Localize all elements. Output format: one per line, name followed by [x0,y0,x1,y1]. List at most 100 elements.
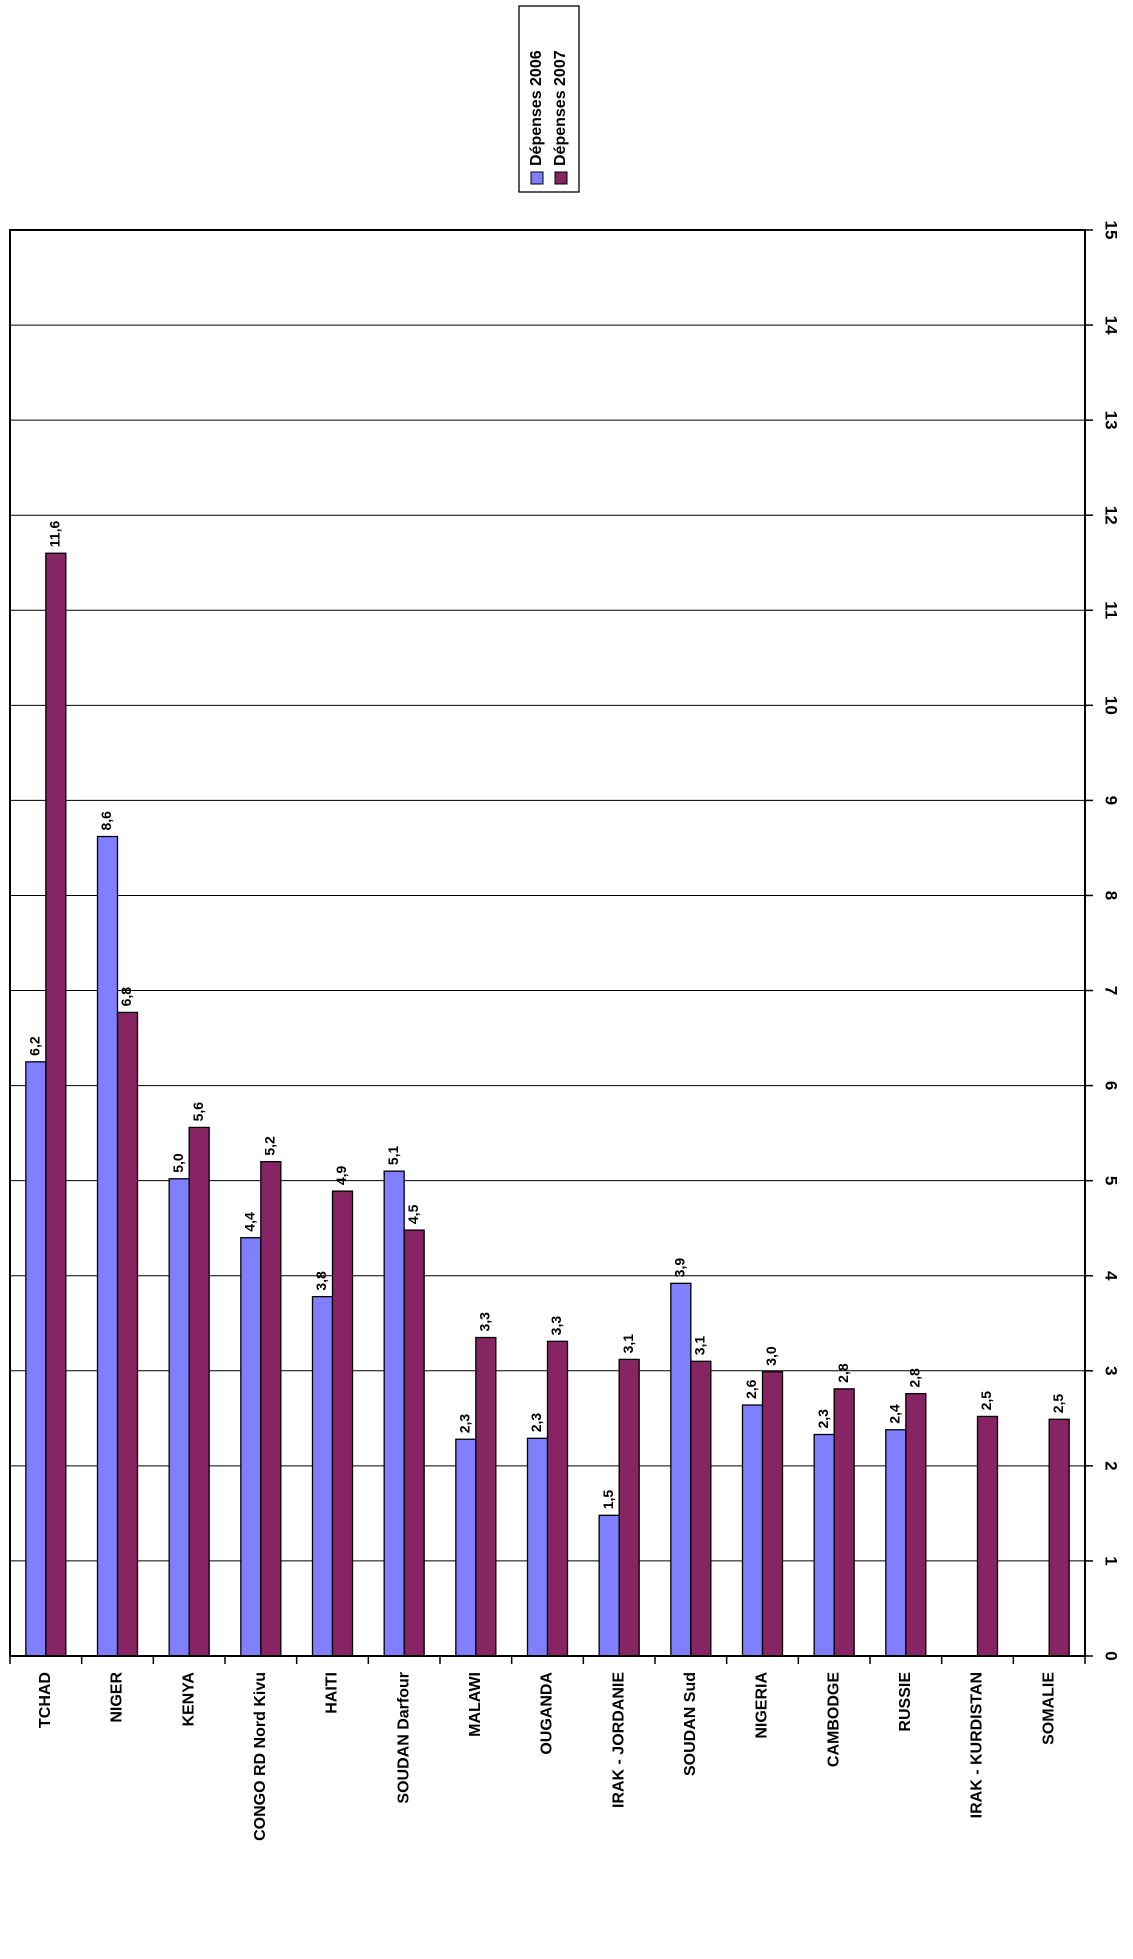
plot-area-border [9,229,1086,1657]
data-label: 2,4 [887,1404,903,1424]
category-label: KENYA [180,1672,197,1727]
legend: Dépenses 2006 Dépenses 2007 [518,5,580,193]
y-tick-label: 14 [1102,316,1121,335]
data-label: 3,1 [692,1336,708,1356]
category-label: SOUDAN Darfour [395,1672,412,1804]
bar-2007 [618,1358,640,1657]
y-tick-label: 6 [1102,1081,1121,1090]
data-label: 3,9 [672,1258,688,1278]
category-label: HAITI [324,1672,341,1714]
category-label: CAMBODGE [825,1672,842,1767]
data-label: 11,6 [47,521,63,548]
bar-2007 [976,1415,999,1657]
y-tick-label: 1 [1102,1556,1121,1565]
bar-2006 [741,1404,764,1657]
category-label: SOUDAN Sud [682,1672,699,1776]
data-label: 5,1 [385,1145,401,1165]
data-label: 2,5 [978,1391,994,1411]
category-label: MALAWI [467,1672,484,1737]
data-label: 5,2 [262,1136,278,1156]
category-label: OUGANDA [539,1672,556,1755]
bar-2007 [1048,1418,1070,1657]
data-label: 2,3 [457,1414,473,1434]
bar-2007 [905,1392,927,1657]
data-label: 3,3 [548,1316,564,1336]
data-label: 2,6 [743,1379,759,1399]
bar-2006 [240,1237,262,1657]
y-tick-label: 10 [1102,696,1121,715]
data-label: 4,5 [405,1204,421,1224]
legend-swatch [554,171,568,185]
category-label: IRAK - KURDISTAN [969,1672,986,1818]
bar-2006 [25,1061,47,1657]
category-label: SOMALIE [1040,1672,1057,1745]
y-tick-label: 8 [1102,891,1121,900]
category-label: TCHAD [37,1672,54,1728]
data-label: 2,3 [815,1409,831,1429]
y-tick-label: 15 [1102,221,1121,240]
y-tick-label: 11 [1102,601,1121,619]
bar-2006 [311,1295,334,1657]
bar-2007 [546,1340,569,1657]
data-label: 5,0 [170,1153,186,1173]
bar-2007 [833,1388,855,1657]
data-label: 1,5 [600,1490,616,1510]
bar-2006 [96,835,119,1657]
bar-2007 [331,1190,354,1657]
bar-2006 [383,1170,405,1657]
category-label: CONGO RD Nord Kivu [252,1672,269,1841]
y-tick-label: 0 [1102,1651,1121,1660]
category-label: NIGERIA [754,1672,771,1739]
y-tick-label: 12 [1102,506,1121,525]
y-tick-label: 5 [1102,1176,1121,1185]
data-label: 3,1 [620,1334,636,1354]
y-tick-label: 4 [1102,1271,1121,1281]
data-label: 4,4 [242,1212,258,1232]
data-label: 3,3 [477,1312,493,1332]
category-label: RUSSIE [897,1672,914,1732]
bar-2006 [455,1438,477,1657]
data-label: 2,3 [528,1413,544,1433]
data-label: 6,8 [118,987,134,1007]
bar-2007 [475,1336,497,1657]
y-tick-label: 9 [1102,796,1121,805]
legend-box: Dépenses 2006 Dépenses 2007 [518,5,580,193]
category-label: NIGER [109,1672,126,1723]
data-label: 2,5 [1050,1394,1066,1414]
legend-swatch [530,171,544,185]
legend-entry: Dépenses 2007 [552,50,569,166]
data-label: 2,8 [907,1368,923,1388]
bar-2006 [168,1178,190,1657]
bar-2007 [403,1229,425,1657]
data-labels: 6,2 11,6 8,6 6,8 5,0 5,6 4,4 5,2 3,8 4,9 5,1 4,5 2,3… [27,521,1066,1510]
data-label: 6,2 [27,1036,43,1056]
bar-2007 [690,1360,712,1657]
legend-frame [518,5,580,193]
bar-2007 [260,1161,282,1657]
x-axis: TCHAD NIGER KENYA CONGO RD Nord Kivu HAITI SO… [9,1655,1086,1841]
bar-2006 [813,1433,835,1657]
bar-2007 [761,1371,784,1657]
data-label: 2,8 [835,1363,851,1383]
data-label: 5,6 [190,1102,206,1122]
bar-2006 [598,1514,620,1657]
bar-2007 [45,552,67,1657]
data-label: 3,8 [313,1271,329,1291]
bar-2006 [526,1437,549,1657]
y-tick-label: 13 [1102,411,1121,430]
y-tick-label: 7 [1102,986,1121,995]
bar-2007 [188,1126,210,1657]
data-label: 4,9 [333,1165,349,1185]
bar-2006 [670,1282,692,1657]
bars [25,552,1070,1657]
category-label: IRAK - JORDANIE [610,1672,627,1808]
data-label: 8,6 [98,811,114,831]
legend-entry: Dépenses 2006 [528,50,545,166]
bar-2007 [116,1011,139,1657]
data-label: 3,0 [763,1346,779,1366]
y-tick-label: 2 [1102,1461,1121,1470]
bar-2006 [885,1429,907,1657]
y-tick-label: 3 [1102,1366,1121,1375]
